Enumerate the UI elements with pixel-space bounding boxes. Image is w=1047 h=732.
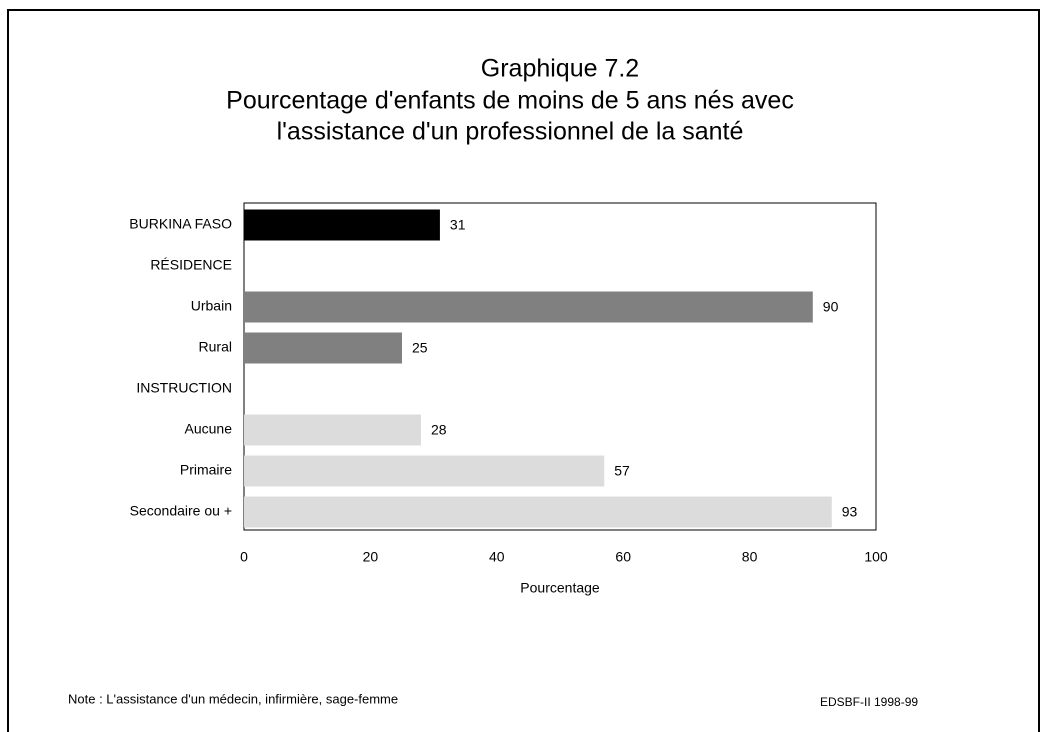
x-tick-label: 80 [742,549,758,565]
bar [244,291,813,323]
y-tick-label: BURKINA FASO [129,216,232,232]
y-tick-label: Urbain [191,298,232,314]
bar [244,455,605,487]
source: EDSBF-II 1998-99 [820,695,918,709]
note: Note : L'assistance d'un médecin, infirm… [68,691,398,706]
x-tick-label: 60 [615,549,631,565]
page-border [7,9,1040,732]
x-axis-label: Pourcentage [520,580,600,596]
bar [244,496,832,528]
bar [244,414,421,446]
y-tick-label: Secondaire ou + [130,503,232,519]
y-tick-label: INSTRUCTION [136,380,232,396]
value-label: 28 [431,422,447,438]
y-tick-label: Rural [199,339,232,355]
chart-title: Graphique 7.2 [481,55,639,83]
x-tick-label: 40 [489,549,505,565]
bar [244,209,440,241]
value-label: 90 [823,299,839,315]
value-label: 93 [842,504,858,520]
bar [244,332,402,364]
value-label: 31 [450,217,466,233]
value-label: 57 [614,463,630,479]
y-tick-label: RÉSIDENCE [150,257,232,273]
y-tick-label: Primaire [180,462,232,478]
plot-frame [243,202,877,531]
y-tick-label: Aucune [185,421,233,437]
x-tick-label: 20 [363,549,379,565]
value-label: 25 [412,340,428,356]
chart-title: Pourcentage d'enfants de moins de 5 ans … [226,87,794,115]
x-tick-label: 0 [240,549,248,565]
x-tick-label: 100 [864,549,888,565]
chart-title: l'assistance d'un professionnel de la sa… [277,118,744,146]
